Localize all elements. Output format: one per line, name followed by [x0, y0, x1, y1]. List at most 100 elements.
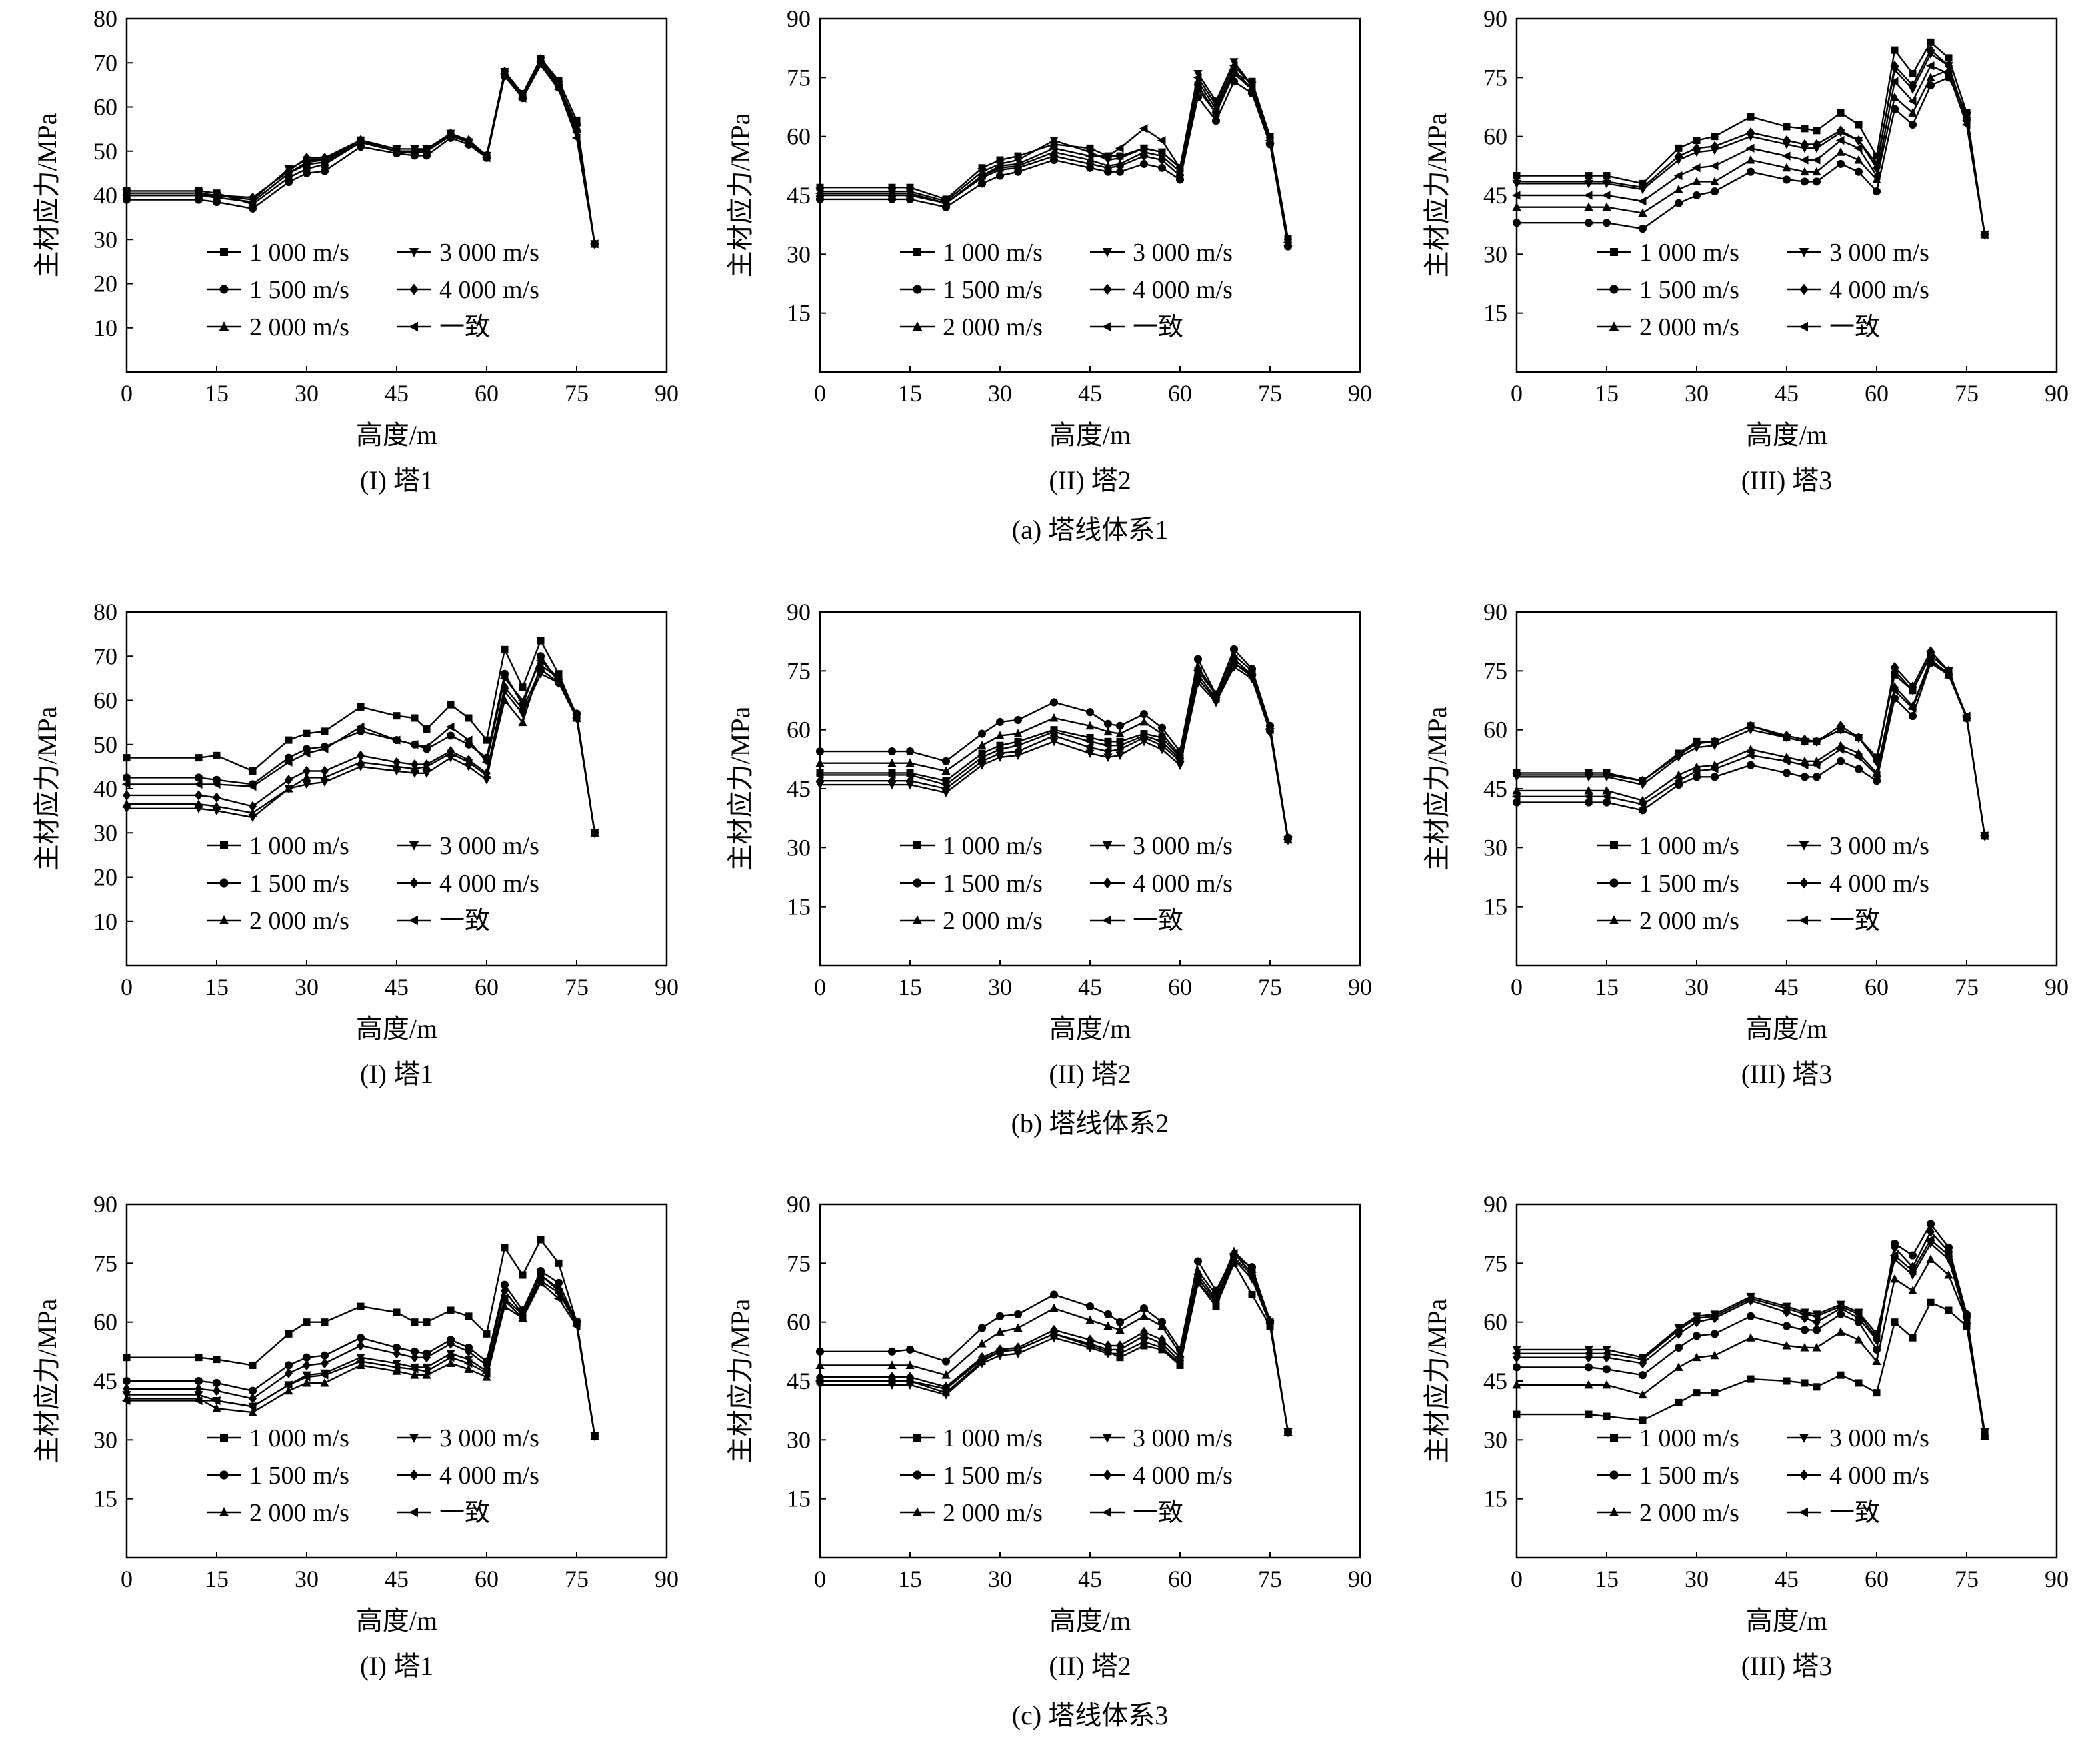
x-tick-label: 90: [1348, 974, 1372, 1000]
square-marker: [1248, 77, 1256, 85]
triangle-up-marker: [1157, 1321, 1167, 1330]
square-marker: [501, 1244, 509, 1252]
diamond-marker: [302, 1360, 311, 1371]
triangle-down-marker: [392, 1360, 401, 1368]
diamond-marker: [212, 792, 221, 803]
diamond-marker: [356, 1340, 365, 1351]
diamond-marker: [1836, 721, 1845, 731]
series-line: [1517, 1238, 1986, 1432]
triangle-left-marker: [1265, 135, 1274, 145]
circle-marker: [392, 1343, 401, 1352]
square-marker: [465, 714, 473, 722]
data-series: [1512, 50, 1989, 240]
triangle-up-marker: [1746, 1333, 1755, 1342]
square-marker: [1639, 1416, 1647, 1424]
series-line: [820, 80, 1289, 247]
y-tick-label: 15: [93, 1486, 117, 1512]
triangle-left-marker: [535, 60, 545, 70]
x-tick-label: 15: [898, 1566, 922, 1592]
chart-panel: 0 15 30 45 60 75 90 15 30 45 60 75 90 高度/m 主材应力/MPa (II…: [1422, 599, 2069, 1089]
triangle-up-marker: [905, 758, 915, 767]
diamond-marker: [1746, 127, 1755, 138]
x-tick-label: 75: [1258, 974, 1282, 1000]
x-tick-label: 90: [1348, 1566, 1372, 1592]
diamond-marker: [1800, 734, 1809, 745]
chart-panel: 0 15 30 45 60 75 90 15 30 45 60 75 90 高度/m 主材应力/MPa (II…: [725, 5, 1372, 495]
triangle-up-marker: [1854, 1335, 1863, 1344]
triangle-left-marker: [301, 1372, 311, 1382]
triangle-left-marker: [1799, 761, 1809, 770]
diamond-marker: [122, 790, 131, 801]
triangle-up-marker: [1115, 729, 1125, 738]
legend-label: 1 500 m/s: [1639, 1462, 1739, 1490]
triangle-left-marker: [815, 770, 824, 779]
chart-panel: 0 15 30 45 60 75 90 10 20 30 40 50 60 70 80 高度/m 主材应力/MP…: [32, 599, 679, 1089]
triangle-left-marker: [1835, 135, 1845, 145]
legend-label: 2 000 m/s: [943, 907, 1043, 935]
series-line: [820, 1258, 1289, 1432]
circle-marker: [122, 1376, 131, 1386]
legend-label: 1 000 m/s: [249, 1424, 349, 1452]
triangle-up-marker: [1926, 73, 1935, 81]
triangle-down-marker: [941, 1391, 951, 1400]
triangle-left-marker: [1853, 143, 1863, 153]
triangle-left-marker: [1691, 163, 1701, 173]
square-marker: [1585, 172, 1593, 180]
circle-marker: [1602, 219, 1611, 227]
triangle-left-marker: [1283, 835, 1292, 845]
legend: 1 000 m/s 3 000 m/s 1 500 m/s 4 000 m/s 2 00…: [900, 239, 1233, 341]
x-tick-label: 60: [1168, 1566, 1192, 1592]
triangle-left-marker: [481, 153, 491, 163]
triangle-left-marker: [193, 779, 203, 789]
triangle-down-marker: [1584, 1346, 1593, 1355]
y-tick-label: 15: [787, 1486, 811, 1512]
data-series: [123, 637, 599, 837]
y-axis-label: 主材应力/MPa: [32, 113, 62, 277]
triangle-left-marker: [1889, 77, 1899, 86]
legend-label: 一致: [1829, 907, 1880, 935]
triangle-left-marker: [589, 1431, 599, 1441]
data-series: [122, 664, 599, 838]
triangle-down-marker: [1193, 69, 1203, 79]
circle-marker: [1800, 177, 1809, 186]
square-marker: [1927, 38, 1935, 46]
triangle-down-marker: [464, 763, 473, 772]
circle-marker: [913, 1470, 922, 1480]
y-tick-label: 45: [787, 182, 811, 209]
diamond-marker: [536, 664, 545, 675]
triangle-down-marker: [1085, 749, 1095, 759]
square-marker: [1711, 133, 1719, 141]
series-line: [1517, 1230, 1986, 1432]
legend-label: 1 000 m/s: [1639, 1424, 1739, 1452]
triangle-left-marker: [1811, 1312, 1821, 1321]
diamond-marker: [1782, 730, 1791, 741]
square-marker: [357, 1302, 365, 1310]
circle-marker: [1854, 167, 1863, 176]
square-marker: [1891, 1318, 1899, 1326]
triangle-left-marker: [1049, 143, 1058, 153]
triangle-up-marker: [1013, 729, 1023, 738]
triangle-up-marker: [1584, 202, 1593, 211]
triangle-left-marker: [1979, 230, 1989, 239]
square-marker: [1513, 1410, 1521, 1418]
triangle-left-marker: [1979, 831, 1989, 841]
diamond-marker: [554, 1283, 563, 1294]
diamond-marker: [572, 1316, 581, 1328]
square-marker: [1014, 152, 1022, 160]
triangle-left-marker: [355, 137, 365, 147]
legend-label: 1 000 m/s: [249, 239, 349, 267]
series-line: [820, 1256, 1289, 1432]
x-tick-label: 30: [1685, 1566, 1709, 1592]
triangle-left-marker: [1709, 161, 1719, 171]
triangle-left-marker: [319, 155, 329, 165]
diamond-marker: [1812, 139, 1821, 150]
diamond-marker: [248, 1393, 257, 1404]
square-marker: [1693, 137, 1701, 145]
triangle-up-marker: [1746, 155, 1755, 164]
square-marker: [996, 156, 1004, 164]
diamond-marker: [1638, 182, 1647, 193]
legend: 1 000 m/s 3 000 m/s 1 500 m/s 4 000 m/s 2 00…: [1597, 832, 1929, 935]
diamond-marker: [446, 1338, 455, 1349]
legend-label: 一致: [1133, 313, 1183, 341]
triangle-left-marker: [193, 1396, 203, 1406]
